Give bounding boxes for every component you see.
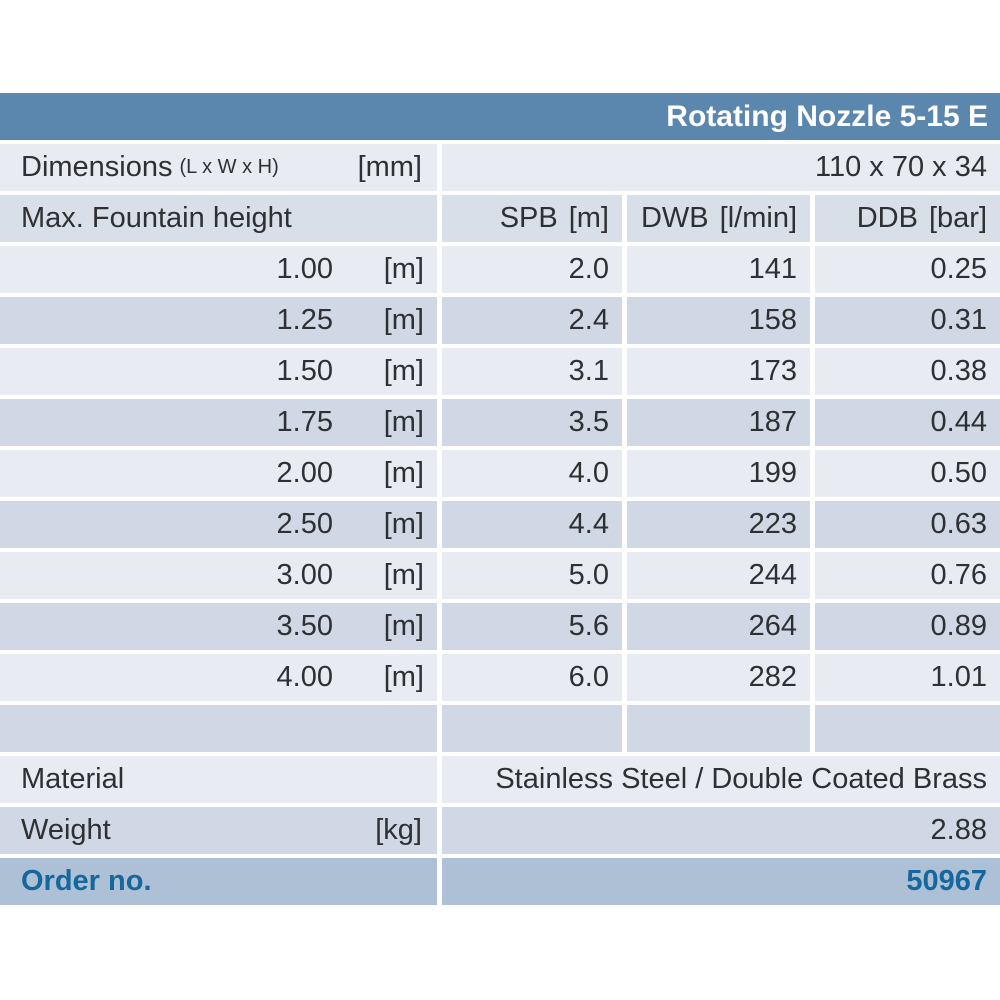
cell-height: 1.50 [m] [0,348,437,395]
header-spb: SPB [m] [442,195,622,242]
cell-height: 4.00 [m] [0,654,437,701]
cell-height: 2.00 [m] [0,450,437,497]
material-value: Stainless Steel / Double Coated Brass [442,756,1000,803]
dimensions-row: Dimensions (L x W x H) [mm] 110 x 70 x 3… [0,144,1000,191]
cell-spb: 4.0 [442,450,622,497]
cell-dwb: 199 [627,450,810,497]
weight-label-cell: Weight [kg] [0,807,437,854]
cell-height: 1.75 [m] [0,399,437,446]
weight-row: Weight [kg] 2.88 [0,807,1000,854]
cell-spb: 2.4 [442,297,622,344]
cell-dwb: 264 [627,603,810,650]
table-row: 1.75 [m] 3.5 187 0.44 [0,399,1000,446]
cell-height: 3.50 [m] [0,603,437,650]
cell-ddb: 0.89 [815,603,1000,650]
spacer-cell [815,705,1000,752]
order-row: Order no. 50967 [0,858,1000,905]
cell-spb: 6.0 [442,654,622,701]
dimensions-sublabel: (L x W x H) [179,156,279,178]
cell-ddb: 1.01 [815,654,1000,701]
cell-dwb: 244 [627,552,810,599]
cell-dwb: 187 [627,399,810,446]
spacer-cell [0,705,437,752]
table-row: 1.50 [m] 3.1 173 0.38 [0,348,1000,395]
cell-spb: 3.5 [442,399,622,446]
cell-ddb: 0.38 [815,348,1000,395]
cell-height: 1.00 [m] [0,246,437,293]
cell-dwb: 173 [627,348,810,395]
dimensions-label-cell: Dimensions (L x W x H) [mm] [0,144,437,191]
table-row: 4.00 [m] 6.0 282 1.01 [0,654,1000,701]
table-row: 3.00 [m] 5.0 244 0.76 [0,552,1000,599]
spacer-row [0,705,1000,752]
cell-spb: 4.4 [442,501,622,548]
order-number: 50967 [442,858,1000,905]
cell-ddb: 0.31 [815,297,1000,344]
table-row: 2.00 [m] 4.0 199 0.50 [0,450,1000,497]
dimensions-value: 110 x 70 x 34 [442,144,1000,191]
material-label: Material [0,756,437,803]
cell-spb: 3.1 [442,348,622,395]
cell-height: 2.50 [m] [0,501,437,548]
dimensions-label: Dimensions [21,151,173,183]
spacer-cell [627,705,810,752]
title-row: Rotating Nozzle 5-15 E [0,93,1000,140]
cell-spb: 2.0 [442,246,622,293]
cell-dwb: 282 [627,654,810,701]
cell-spb: 5.6 [442,603,622,650]
cell-spb: 5.0 [442,552,622,599]
cell-height: 3.00 [m] [0,552,437,599]
cell-ddb: 0.76 [815,552,1000,599]
cell-dwb: 223 [627,501,810,548]
material-row: Material Stainless Steel / Double Coated… [0,756,1000,803]
table-row: 2.50 [m] 4.4 223 0.63 [0,501,1000,548]
dimensions-unit: [mm] [357,151,422,183]
spec-table: Rotating Nozzle 5-15 E Dimensions (L x W… [0,93,1000,909]
cell-height: 1.25 [m] [0,297,437,344]
order-label: Order no. [0,858,437,905]
cell-ddb: 0.44 [815,399,1000,446]
header-ddb: DDB [bar] [815,195,1000,242]
column-header-row: Max. Fountain height SPB [m] DWB [l/min]… [0,195,1000,242]
table-row: 3.50 [m] 5.6 264 0.89 [0,603,1000,650]
weight-unit: [kg] [375,814,422,846]
header-dwb: DWB [l/min] [627,195,810,242]
cell-dwb: 141 [627,246,810,293]
table-row: 1.25 [m] 2.4 158 0.31 [0,297,1000,344]
cell-ddb: 0.25 [815,246,1000,293]
spacer-cell [442,705,622,752]
cell-dwb: 158 [627,297,810,344]
table-row: 1.00 [m] 2.0 141 0.25 [0,246,1000,293]
cell-ddb: 0.63 [815,501,1000,548]
weight-label: Weight [21,814,111,846]
header-fountain-height: Max. Fountain height [0,195,437,242]
page-title: Rotating Nozzle 5-15 E [0,93,1000,140]
cell-ddb: 0.50 [815,450,1000,497]
weight-value: 2.88 [442,807,1000,854]
